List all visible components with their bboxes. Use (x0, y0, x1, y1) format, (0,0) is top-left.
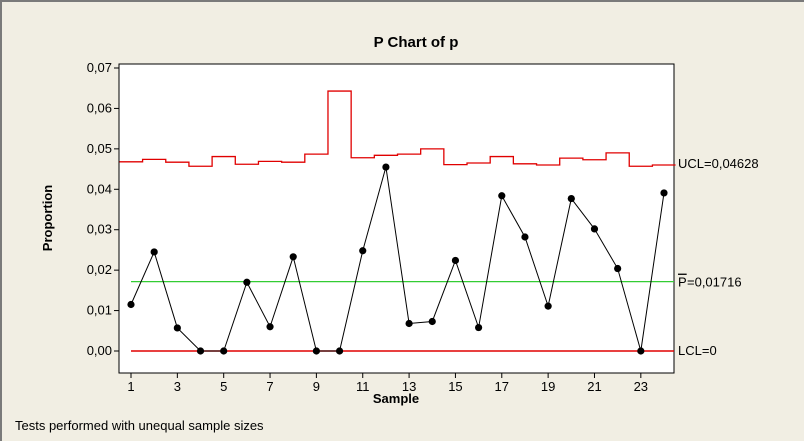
center-label: =0,01716 (687, 275, 742, 290)
data-series (127, 163, 668, 355)
data-point (451, 256, 460, 265)
x-tick-label: 1 (127, 379, 134, 394)
x-tick-label: 17 (495, 379, 509, 394)
y-axis: 0,00 0,01 0,02 0,03 0,04 0,05 0,06 0,07 (87, 60, 119, 358)
y-axis-label: Proportion (40, 185, 55, 251)
data-point (196, 347, 205, 355)
proportion-line (130, 166, 665, 352)
data-point (475, 323, 483, 332)
data-point (220, 347, 228, 355)
x-tick-label: 11 (356, 379, 370, 394)
y-tick-label: 0,07 (87, 60, 112, 75)
y-tick-label: 0,01 (87, 303, 112, 318)
chart-title: P Chart of p (374, 34, 459, 51)
y-tick-label: 0,05 (87, 141, 112, 156)
data-point (382, 163, 390, 171)
x-tick-label: 21 (587, 379, 601, 394)
y-tick-label: 0,03 (87, 222, 112, 237)
data-point (266, 323, 274, 331)
x-tick-label: 19 (541, 379, 555, 394)
x-tick-label: 5 (220, 379, 227, 394)
data-point (428, 317, 436, 326)
ucl-label: UCL=0,04628 (678, 156, 759, 171)
x-tick-label: 15 (448, 379, 462, 394)
data-point (173, 324, 181, 332)
ucl-line (119, 90, 676, 167)
y-tick-label: 0,00 (87, 343, 112, 358)
data-point (660, 189, 668, 197)
data-point (335, 347, 344, 355)
data-point (614, 264, 622, 273)
data-point (521, 233, 529, 241)
lcl-label: LCL=0 (678, 343, 717, 358)
y-tick-label: 0,02 (87, 262, 112, 277)
data-point (544, 302, 552, 310)
center-symbol: P (678, 275, 687, 290)
x-tick-label: 9 (313, 379, 320, 394)
data-point (567, 194, 575, 203)
data-point (127, 300, 135, 309)
data-point (243, 278, 251, 286)
data-point (359, 247, 367, 255)
data-point (289, 253, 297, 261)
x-tick-label: 13 (402, 379, 416, 394)
plot-area (118, 63, 675, 374)
data-point (637, 347, 645, 355)
data-point (150, 248, 158, 256)
limit-labels: UCL=0,04628 P =0,01716 LCL=0 (678, 156, 759, 358)
x-tick-label: 7 (266, 379, 273, 394)
x-axis-label: Sample (373, 391, 419, 406)
data-point (312, 347, 320, 355)
footnote: Tests performed with unequal sample size… (15, 418, 264, 433)
data-point (498, 192, 506, 200)
x-axis: 1 3 5 7 9 11 13 15 17 19 21 23 (127, 373, 648, 394)
y-tick-label: 0,06 (87, 100, 112, 115)
data-point (590, 225, 599, 233)
data-point (405, 319, 413, 328)
y-tick-label: 0,04 (87, 181, 112, 196)
x-tick-label: 3 (174, 379, 181, 394)
x-tick-label: 23 (634, 379, 648, 394)
